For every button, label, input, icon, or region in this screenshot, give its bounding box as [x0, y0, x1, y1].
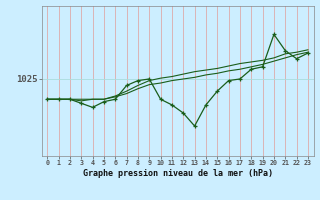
X-axis label: Graphe pression niveau de la mer (hPa): Graphe pression niveau de la mer (hPa) [83, 169, 273, 178]
